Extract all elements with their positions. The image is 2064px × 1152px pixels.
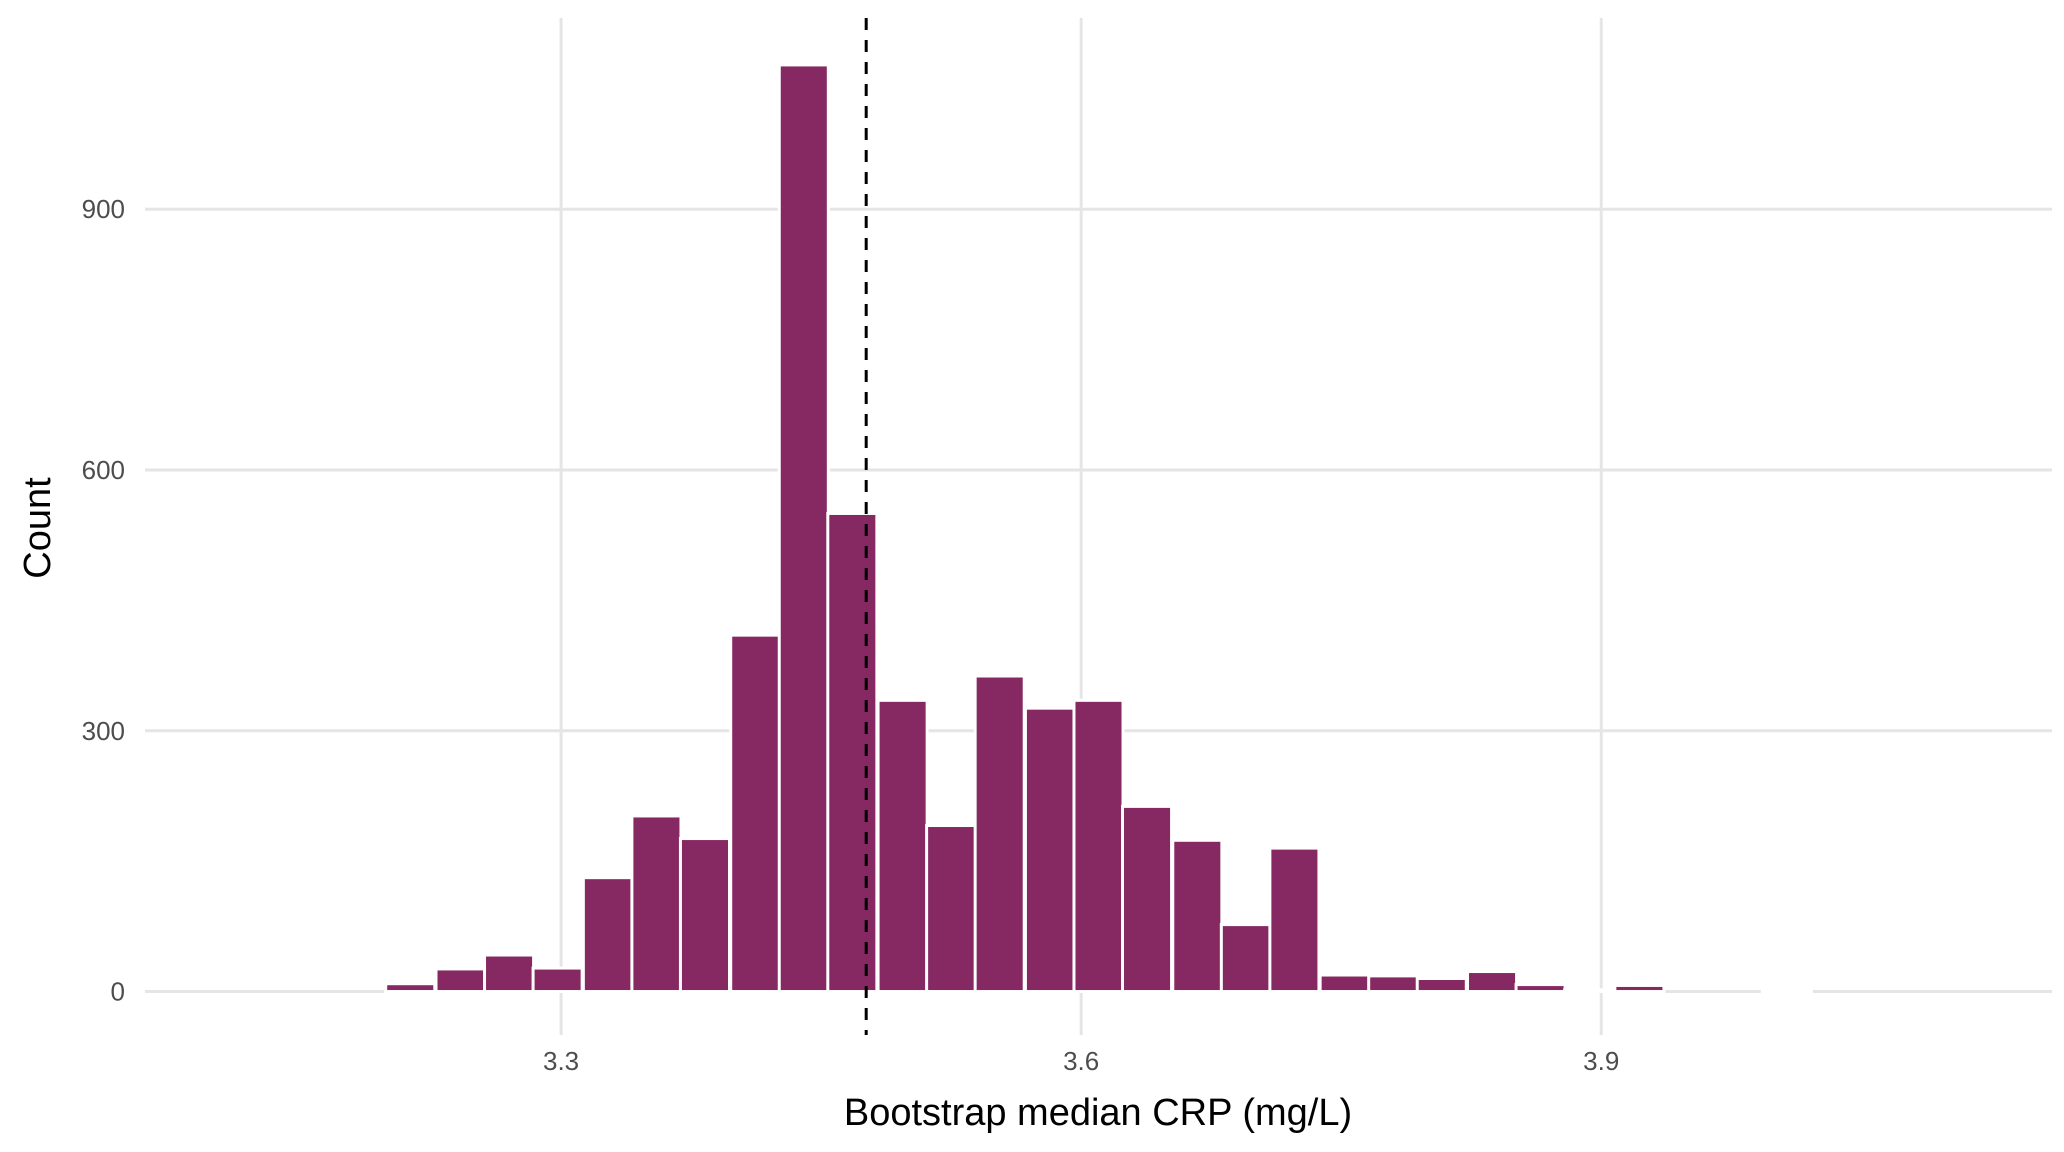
- histogram-bar: [973, 674, 1026, 994]
- y-tick-label: 0: [111, 977, 125, 1007]
- histogram-bar: [1760, 989, 1813, 994]
- y-tick-label: 600: [82, 455, 125, 485]
- histogram-bar: [1318, 973, 1371, 994]
- histogram-bar: [729, 633, 782, 994]
- histogram-bar: [384, 982, 437, 994]
- y-axis-title: Count: [17, 477, 59, 579]
- x-axis-title: Bootstrap median CRP (mg/L): [844, 1092, 1352, 1134]
- histogram-bar: [678, 837, 731, 994]
- histogram-bar: [1171, 838, 1224, 994]
- histogram-bar: [1415, 977, 1468, 994]
- histogram-bar: [1466, 970, 1519, 994]
- y-tick-labels: 0 300 600 900: [82, 194, 125, 1006]
- histogram-bar: [630, 814, 683, 994]
- histogram-bar: [1514, 983, 1567, 994]
- x-tick-label: 3.6: [1063, 1046, 1099, 1076]
- histogram-bar: [1268, 846, 1321, 994]
- y-tick-label: 300: [82, 716, 125, 746]
- histogram-bar: [1563, 988, 1616, 994]
- histogram-bars: [384, 63, 1813, 994]
- histogram-bar: [483, 953, 536, 994]
- histogram-bar: [777, 63, 830, 994]
- grid-lines: [145, 18, 2052, 1035]
- histogram-bar: [531, 966, 584, 994]
- histogram-bar: [1121, 804, 1174, 994]
- histogram-bar: [1023, 706, 1076, 994]
- histogram-bar: [925, 824, 978, 994]
- x-tick-label: 3.3: [543, 1046, 579, 1076]
- histogram-bar: [1367, 974, 1420, 994]
- histogram-bar: [1219, 923, 1272, 994]
- x-tick-label: 3.9: [1583, 1046, 1619, 1076]
- histogram-bar: [434, 967, 487, 994]
- histogram-bar: [826, 511, 879, 994]
- y-tick-label: 900: [82, 194, 125, 224]
- histogram-bar: [581, 876, 634, 994]
- histogram-bar: [1072, 698, 1125, 994]
- x-tick-labels: 3.3 3.6 3.9: [543, 1046, 1619, 1076]
- histogram-bar: [876, 698, 929, 994]
- histogram-bar: [1613, 983, 1666, 994]
